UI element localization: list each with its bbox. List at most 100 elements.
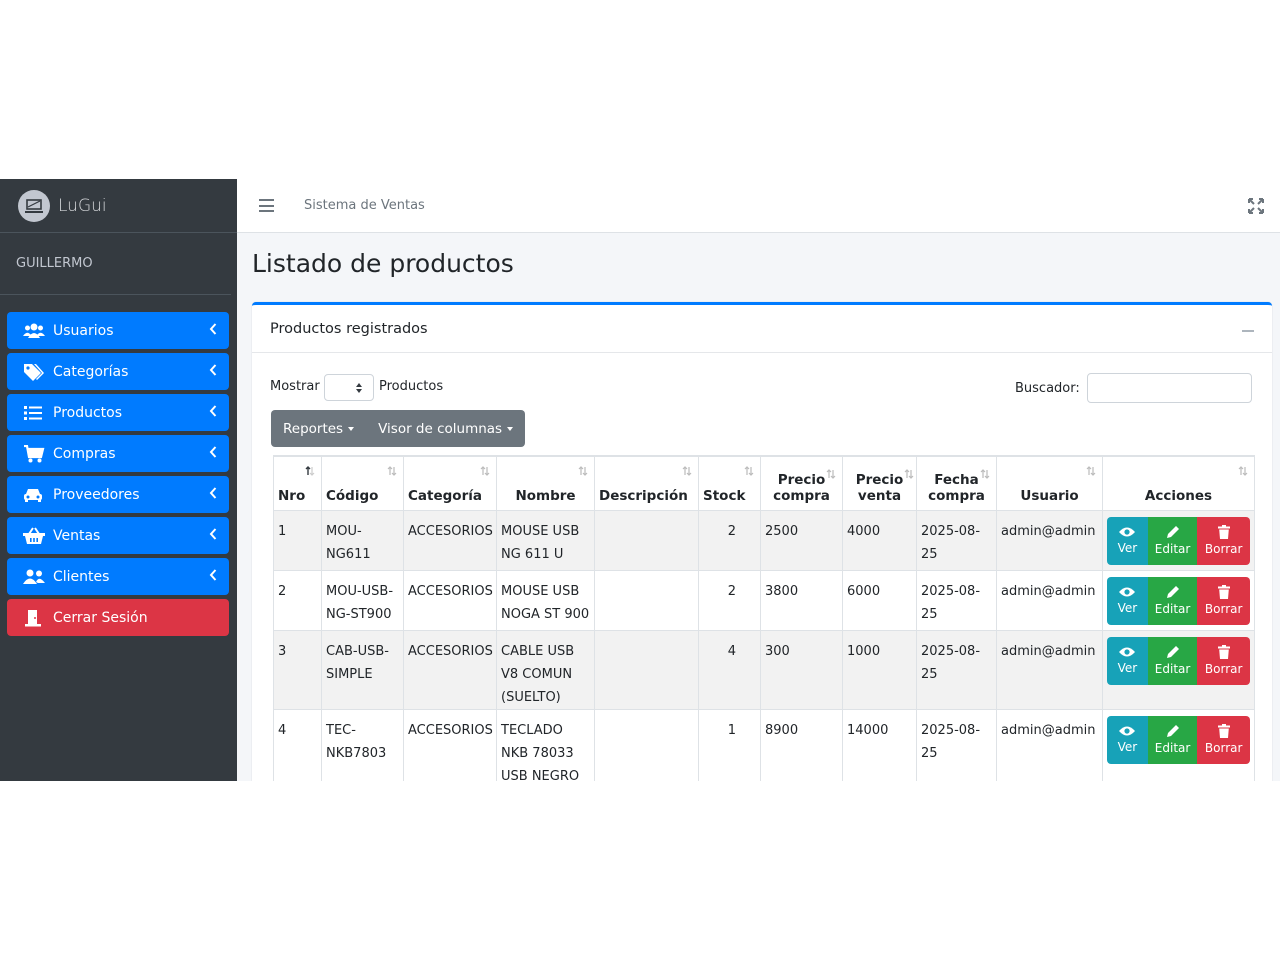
sort-icon (682, 466, 692, 476)
cell-precio-venta: 14000 (842, 709, 917, 781)
sidebar-item-ventas[interactable]: Ventas (7, 517, 229, 554)
user-panel[interactable]: GUILLERMO (0, 233, 231, 295)
header-label: venta (857, 487, 902, 504)
column-header-codigo[interactable]: Código (321, 455, 404, 511)
sidebar-item-proveedores[interactable]: Proveedores (7, 476, 229, 513)
cell-usuario: admin@admin (996, 510, 1103, 571)
cell-precio-compra: 2500 (760, 510, 843, 571)
delete-button[interactable]: Borrar (1197, 715, 1250, 764)
column-header-categoria[interactable]: Categoría (403, 455, 497, 511)
view-button[interactable]: Ver (1107, 636, 1148, 685)
view-button[interactable]: Ver (1107, 576, 1148, 625)
column-header-acciones[interactable]: Acciones (1102, 455, 1255, 511)
topbar-title[interactable]: Sistema de Ventas (304, 198, 425, 213)
cell-precio-compra: 8900 (760, 709, 843, 781)
column-header-nombre[interactable]: Nombre (496, 455, 595, 511)
row-actions: Ver Editar Borrar (1107, 576, 1250, 625)
products-card: Productos registrados Mostrar Productos … (252, 302, 1272, 781)
delete-label: Borrar (1204, 602, 1243, 616)
brand-name: LuGui (58, 195, 107, 216)
trash-icon (1217, 525, 1230, 539)
brand-logo-icon (18, 189, 50, 222)
cell-descripcion (594, 630, 699, 710)
page-length-select[interactable] (324, 374, 374, 401)
products-table-body: 1 MOU-NG611 ACCESORIOS MOUSE USB NG 611 … (273, 510, 1255, 781)
column-header-precio-venta[interactable]: Precio venta (842, 455, 917, 511)
delete-button[interactable]: Borrar (1197, 576, 1250, 625)
cell-nro: 2 (273, 570, 322, 631)
length-label: Mostrar (270, 379, 320, 394)
column-header-descripcion[interactable]: Descripción (594, 455, 699, 511)
reports-dropdown-button[interactable]: Reportes (271, 410, 367, 447)
view-label: Ver (1117, 541, 1138, 555)
sidebar-item-compras[interactable]: Compras (7, 435, 229, 472)
column-header-fecha-compra[interactable]: Fecha compra (916, 455, 997, 511)
view-button[interactable]: Ver (1107, 516, 1148, 565)
sidebar-item-label: Categorías (53, 363, 129, 380)
header-label: Stock (703, 487, 746, 504)
edit-button[interactable]: Editar (1147, 636, 1198, 685)
fullscreen-icon[interactable] (1248, 198, 1264, 214)
basket-icon (23, 526, 47, 545)
eye-icon (1119, 527, 1136, 537)
cell-precio-compra: 3800 (760, 570, 843, 631)
sidebar-item-productos[interactable]: Productos (7, 394, 229, 431)
trash-icon (1217, 724, 1230, 738)
sidebar-item-label: Proveedores (53, 486, 140, 503)
hamburger-menu-icon[interactable] (259, 199, 274, 212)
cart-icon (23, 444, 47, 463)
cell-fecha: 2025-08-25 (916, 510, 997, 571)
row-actions: Ver Editar Borrar (1107, 636, 1250, 685)
topbar: Sistema de Ventas (237, 179, 1280, 233)
delete-button[interactable]: Borrar (1197, 636, 1250, 685)
table-row: 3 CAB-USB-SIMPLE ACCESORIOS CABLE USB V8… (273, 630, 1255, 710)
row-actions: Ver Editar Borrar (1107, 715, 1250, 764)
header-label: Descripción (599, 487, 688, 504)
columns-dropdown-button[interactable]: Visor de columnas (366, 410, 526, 447)
products-table: Nro Código Categoría Nombre Descripción … (273, 455, 1255, 781)
tags-icon (23, 363, 47, 381)
cell-nro: 1 (273, 510, 322, 571)
sidebar-item-label: Clientes (53, 568, 110, 585)
column-header-nro[interactable]: Nro (273, 455, 322, 511)
chevron-left-icon (209, 405, 217, 417)
chevron-left-icon (209, 569, 217, 581)
brand[interactable]: LuGui (0, 179, 237, 233)
sort-caret-icon (356, 383, 362, 393)
products-table-wrap: Nro Código Categoría Nombre Descripción … (273, 455, 1255, 781)
door-exit-icon (23, 609, 47, 627)
header-label: Nro (278, 487, 306, 504)
header-label: Precio (855, 471, 904, 488)
pencil-icon (1166, 526, 1179, 538)
edit-button[interactable]: Editar (1147, 516, 1198, 565)
sort-icon (826, 469, 836, 479)
cell-acciones: Ver Editar Borrar (1102, 630, 1255, 710)
delete-button[interactable]: Borrar (1197, 516, 1250, 565)
sidebar-item-clientes[interactable]: Clientes (7, 558, 229, 595)
cell-precio-venta: 1000 (842, 630, 917, 710)
cell-fecha: 2025-08-25 (916, 709, 997, 781)
collapse-icon[interactable] (1242, 330, 1254, 332)
sidebar-item-label: Compras (53, 445, 116, 462)
cell-codigo: MOU-USB-NG-ST900 (321, 570, 404, 631)
trash-icon (1217, 645, 1230, 659)
sidebar-item-label: Usuarios (53, 322, 114, 339)
page-title: Listado de productos (252, 249, 514, 278)
delete-label: Borrar (1204, 662, 1243, 676)
sidebar-item-usuarios[interactable]: Usuarios (7, 312, 229, 349)
card-title: Productos registrados (270, 320, 428, 337)
table-row: 1 MOU-NG611 ACCESORIOS MOUSE USB NG 611 … (273, 510, 1255, 571)
view-label: Ver (1117, 601, 1138, 615)
chevron-left-icon (209, 446, 217, 458)
view-button[interactable]: Ver (1107, 715, 1148, 764)
search-input[interactable] (1087, 373, 1252, 403)
sidebar-item-categorias[interactable]: Categorías (7, 353, 229, 390)
column-header-precio-compra[interactable]: Precio compra (760, 455, 843, 511)
edit-button[interactable]: Editar (1147, 715, 1198, 764)
column-header-usuario[interactable]: Usuario (996, 455, 1103, 511)
column-header-stock[interactable]: Stock (698, 455, 761, 511)
edit-button[interactable]: Editar (1147, 576, 1198, 625)
header-label: Nombre (515, 487, 576, 504)
logout-button[interactable]: Cerrar Sesión (7, 599, 229, 636)
trash-icon (1217, 585, 1230, 599)
